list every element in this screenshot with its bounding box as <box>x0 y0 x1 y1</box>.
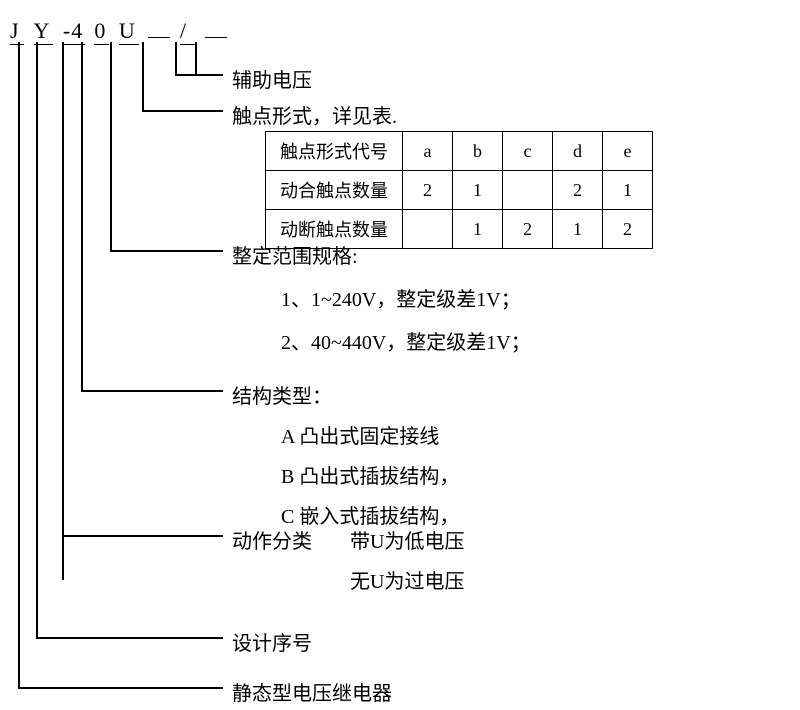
table-cell: 2 <box>503 210 553 249</box>
contact-spec-table: 触点形式代号 a b c d e 动合触点数量 2 1 2 1 动断触点数量 1… <box>265 131 653 249</box>
connector-vline <box>175 42 177 74</box>
table-header-c: c <box>503 132 553 171</box>
table-cell: 1 <box>453 171 503 210</box>
model-part-j: J <box>10 18 24 45</box>
desc-aux-voltage: 辅助电压 <box>232 64 312 93</box>
connector-vline <box>110 42 112 250</box>
table-cell <box>403 210 453 249</box>
model-part-blank2 <box>205 37 227 38</box>
connector-hline <box>18 687 223 689</box>
table-cell <box>503 171 553 210</box>
table-header-a: a <box>403 132 453 171</box>
table-header-label: 触点形式代号 <box>266 132 403 171</box>
table-header-b: b <box>453 132 503 171</box>
table-row-label: 动合触点数量 <box>266 171 403 210</box>
connector-vline <box>62 42 64 580</box>
connector-vline <box>18 42 20 687</box>
desc-structure: 结构类型： <box>232 380 332 409</box>
table-cell: 2 <box>403 171 453 210</box>
connector-vline <box>81 42 83 390</box>
table-cell: 1 <box>603 171 653 210</box>
connector-vline <box>36 42 38 637</box>
table-row: 动断触点数量 1 2 1 2 <box>266 210 653 249</box>
desc-design-no: 设计序号 <box>232 627 312 656</box>
table-row-label: 动断触点数量 <box>266 210 403 249</box>
model-part-slash: / <box>180 18 196 45</box>
model-part-blank1 <box>148 37 170 38</box>
desc-action-nou: 无U为过电压 <box>350 565 464 594</box>
connector-hline <box>81 390 223 392</box>
desc-contact-form: 触点形式，详见表. <box>232 100 397 129</box>
table-cell: 2 <box>603 210 653 249</box>
connector-hline <box>142 110 223 112</box>
connector-hline <box>36 637 223 639</box>
connector-hline <box>110 250 223 252</box>
desc-static-relay: 静态型电压继电器 <box>232 677 392 706</box>
connector-vline <box>142 42 144 110</box>
desc-setting-item2: 2、40~440V，整定级差1V； <box>281 326 531 355</box>
model-part-0: 0 <box>94 18 109 45</box>
model-code: J Y -4 0 U / <box>10 18 227 45</box>
connector-hline <box>175 74 223 76</box>
model-part-y: Y <box>34 18 54 45</box>
desc-action-class: 动作分类 <box>232 525 312 554</box>
table-row: 动合触点数量 2 1 2 1 <box>266 171 653 210</box>
connector-hline <box>62 535 223 537</box>
desc-structure-b: B 凸出式插拔结构， <box>281 460 459 489</box>
model-part-u: U <box>119 18 139 45</box>
table-cell: 1 <box>453 210 503 249</box>
connector-vline <box>195 42 197 74</box>
desc-setting-item1: 1、1~240V，整定级差1V； <box>281 283 521 312</box>
table-header-d: d <box>553 132 603 171</box>
table-header-e: e <box>603 132 653 171</box>
model-part-4: -4 <box>63 18 85 45</box>
table-header-row: 触点形式代号 a b c d e <box>266 132 653 171</box>
table-cell: 2 <box>553 171 603 210</box>
desc-action-u: 带U为低电压 <box>350 525 464 554</box>
desc-structure-a: A 凸出式固定接线 <box>281 420 439 449</box>
table-cell: 1 <box>553 210 603 249</box>
